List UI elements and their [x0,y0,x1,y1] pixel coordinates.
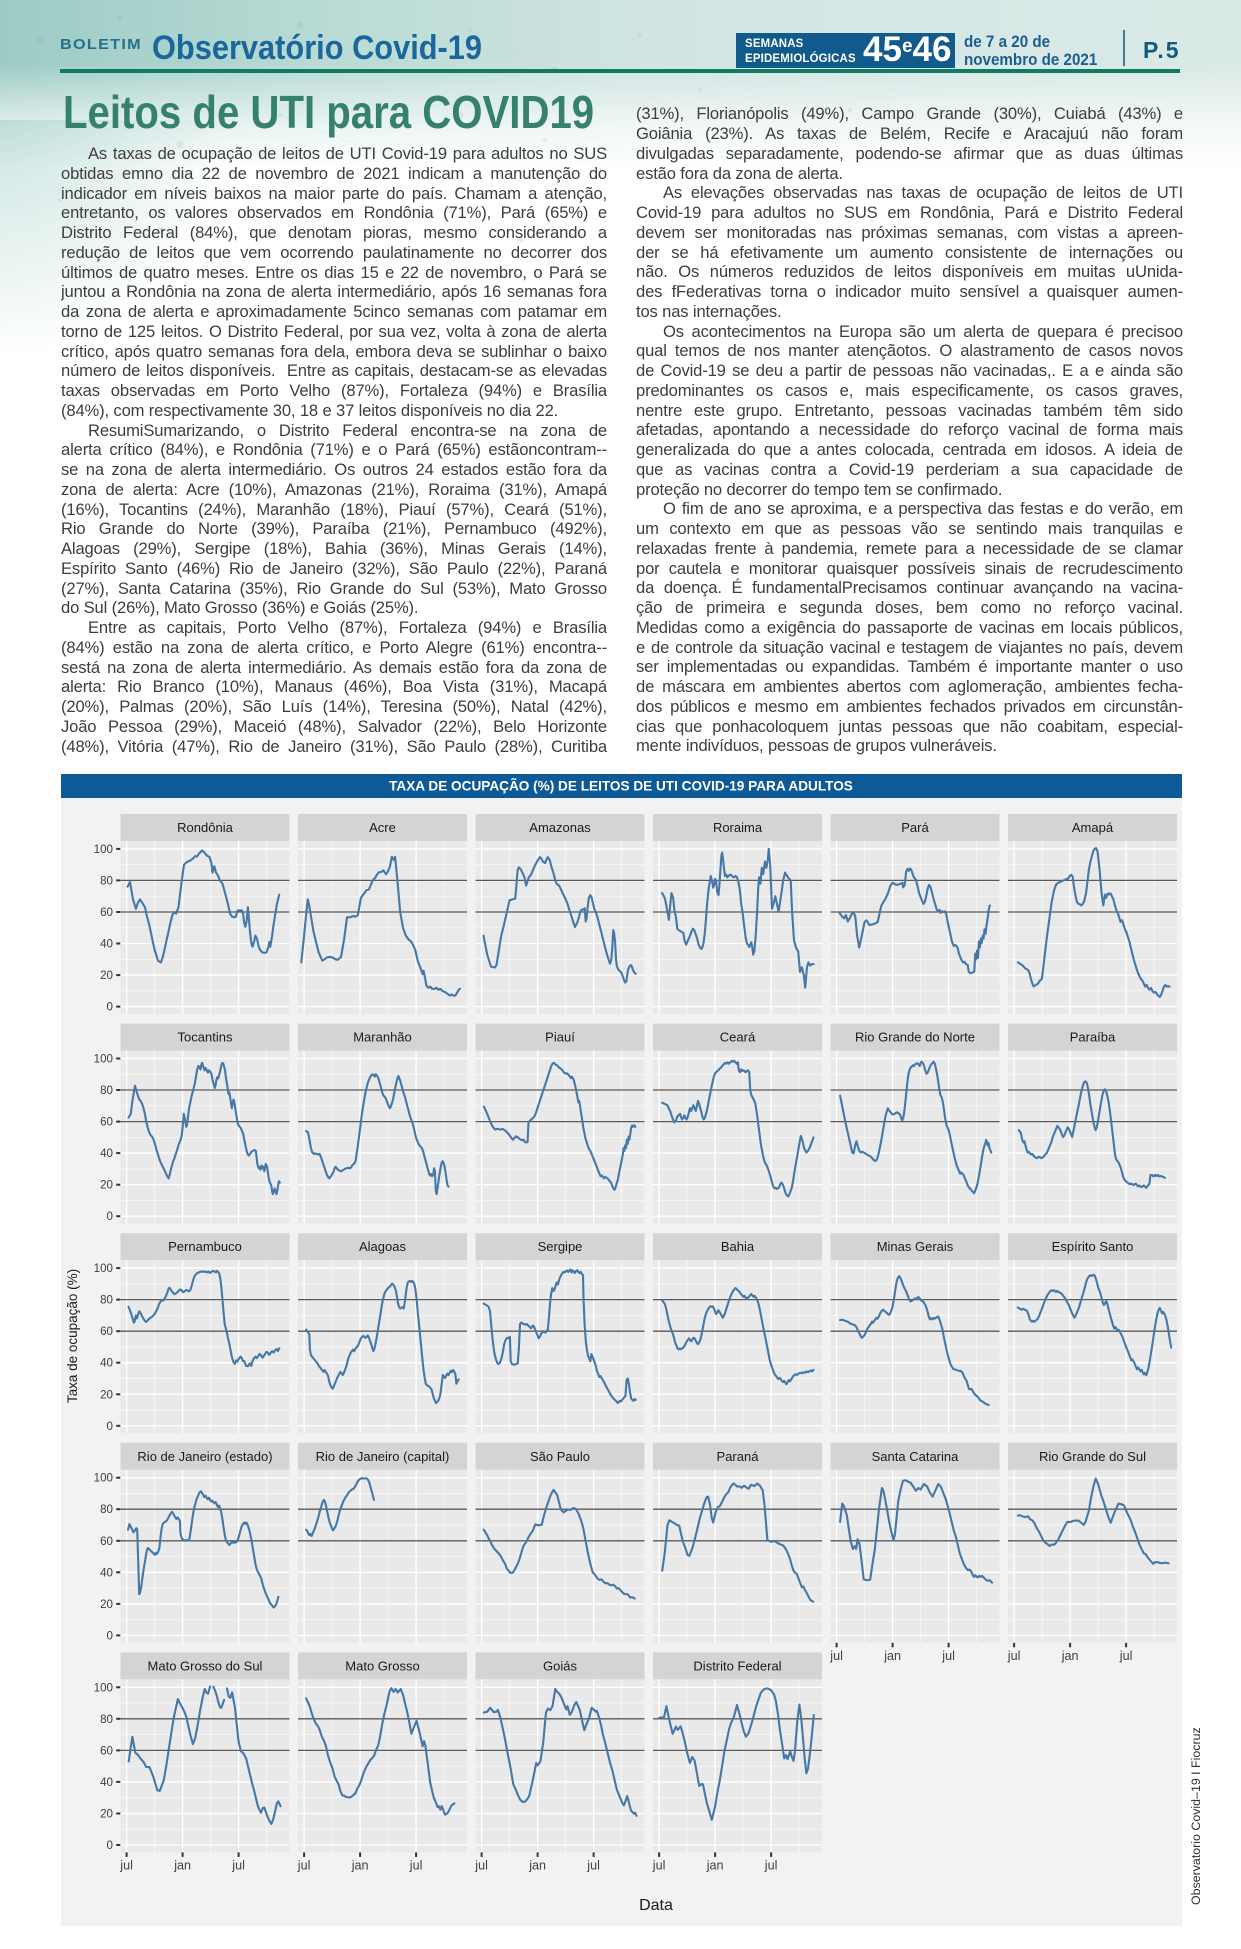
svg-text:60: 60 [100,1744,113,1757]
svg-text:100: 100 [94,1053,113,1066]
svg-text:Bahia: Bahia [721,1239,755,1254]
svg-text:Tocantins: Tocantins [178,1030,233,1045]
svg-text:Rio Grande do Sul: Rio Grande do Sul [1039,1449,1146,1464]
svg-text:jan: jan [528,1858,546,1872]
svg-text:80: 80 [100,874,113,887]
svg-text:jul: jul [474,1858,488,1872]
svg-text:60: 60 [100,1535,113,1548]
svg-text:0: 0 [107,1210,113,1223]
svg-text:Distrito Federal: Distrito Federal [693,1658,781,1673]
svg-text:Mato Grosso: Mato Grosso [345,1658,419,1673]
svg-text:100: 100 [94,1262,113,1275]
svg-text:Amazonas: Amazonas [529,820,591,835]
svg-text:São Paulo: São Paulo [530,1449,590,1464]
svg-text:Alagoas: Alagoas [359,1239,406,1254]
svg-text:20: 20 [100,1388,113,1401]
svg-text:Roraima: Roraima [713,820,763,835]
svg-text:jul: jul [941,1649,955,1663]
svg-text:0: 0 [107,1629,113,1642]
svg-text:40: 40 [100,938,113,951]
svg-text:40: 40 [100,1776,113,1789]
svg-text:jul: jul [586,1858,600,1872]
svg-text:jul: jul [1007,1649,1021,1663]
svg-text:Rio de Janeiro (estado): Rio de Janeiro (estado) [137,1449,272,1464]
svg-text:Rondônia: Rondônia [177,820,233,835]
svg-text:Ceará: Ceará [720,1030,756,1045]
svg-text:jul: jul [652,1858,666,1872]
svg-text:40: 40 [100,1147,113,1160]
svg-text:jan: jan [1061,1649,1079,1663]
svg-text:40: 40 [100,1566,113,1579]
svg-text:Acre: Acre [369,820,396,835]
svg-text:jan: jan [883,1649,901,1663]
svg-text:Paraíba: Paraíba [1070,1030,1116,1045]
svg-text:Minas Gerais: Minas Gerais [877,1239,954,1254]
svg-text:TAXA DE OCUPAÇÃO (%) DE LEITOS: TAXA DE OCUPAÇÃO (%) DE LEITOS DE UTI CO… [389,779,853,794]
svg-text:jul: jul [764,1858,778,1872]
svg-text:Mato Grosso do Sul: Mato Grosso do Sul [148,1658,263,1673]
svg-text:jul: jul [409,1858,423,1872]
svg-text:60: 60 [100,1116,113,1129]
svg-text:Santa Catarina: Santa Catarina [872,1449,959,1464]
svg-text:Espírito Santo: Espírito Santo [1052,1239,1134,1254]
svg-text:20: 20 [100,1598,113,1611]
svg-text:jan: jan [706,1858,724,1872]
svg-text:0: 0 [107,1001,113,1014]
svg-text:Rio Grande do Norte: Rio Grande do Norte [855,1030,975,1045]
svg-text:20: 20 [100,969,113,982]
svg-text:80: 80 [100,1294,113,1307]
svg-text:40: 40 [100,1357,113,1370]
svg-text:60: 60 [100,906,113,919]
svg-text:Rio de Janeiro (capital): Rio de Janeiro (capital) [316,1449,450,1464]
svg-text:Amapá: Amapá [1072,820,1114,835]
svg-text:jul: jul [119,1858,133,1872]
svg-text:80: 80 [100,1084,113,1097]
svg-text:Paraná: Paraná [717,1449,760,1464]
svg-text:Goiás: Goiás [543,1658,577,1673]
svg-text:Sergipe: Sergipe [538,1239,583,1254]
svg-text:jan: jan [351,1858,369,1872]
svg-text:jul: jul [297,1858,311,1872]
svg-text:0: 0 [107,1839,113,1852]
svg-text:Pernambuco: Pernambuco [168,1239,242,1254]
svg-text:80: 80 [100,1503,113,1516]
svg-text:80: 80 [100,1713,113,1726]
svg-text:jul: jul [231,1858,245,1872]
svg-text:Taxa de ocupação (%): Taxa de ocupação (%) [65,1269,80,1403]
svg-text:Piauí: Piauí [545,1030,575,1045]
svg-text:Pará: Pará [901,820,929,835]
svg-text:60: 60 [100,1325,113,1338]
svg-text:20: 20 [100,1179,113,1192]
svg-text:100: 100 [94,1681,113,1694]
svg-text:20: 20 [100,1808,113,1821]
svg-text:jul: jul [1119,1649,1133,1663]
svg-text:0: 0 [107,1420,113,1433]
svg-text:Maranhão: Maranhão [353,1030,412,1045]
svg-text:jan: jan [173,1858,191,1872]
svg-text:Data: Data [639,1897,673,1914]
svg-text:100: 100 [94,843,113,856]
svg-text:100: 100 [94,1472,113,1485]
svg-text:jul: jul [829,1649,843,1663]
